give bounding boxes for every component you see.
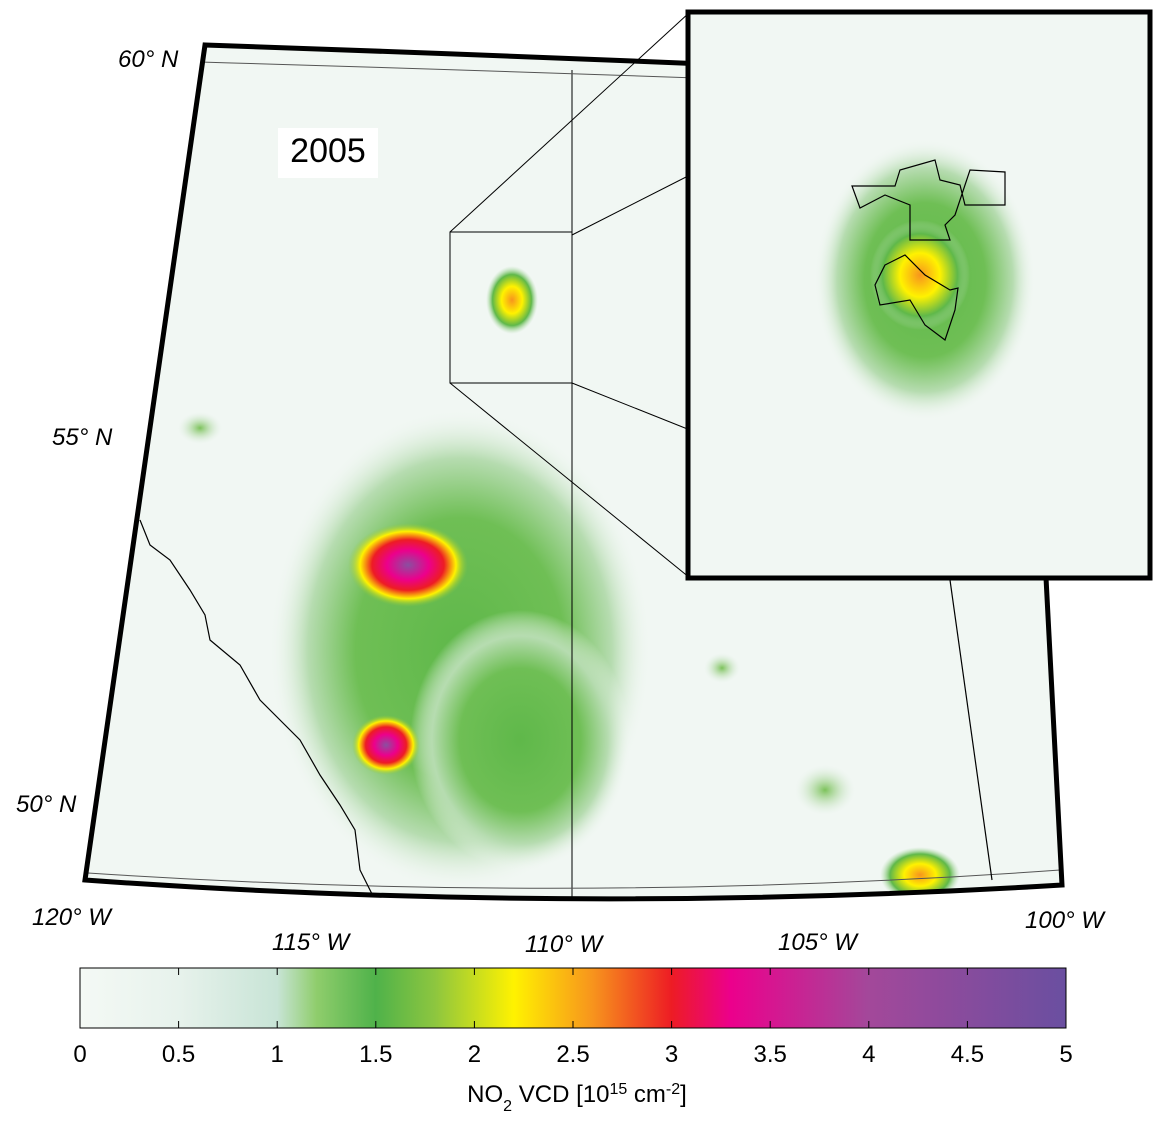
longitude-label: 120° W — [32, 904, 113, 931]
colorbar-bar — [80, 968, 1066, 1028]
tick-label: 4.5 — [951, 1041, 984, 1068]
label-part: 15 — [609, 1081, 627, 1098]
longitude-label: 105° W — [778, 929, 859, 956]
colorbar-label: NO2 VCD [1015 cm-2] — [467, 1081, 687, 1115]
tick-label: 3.5 — [754, 1041, 787, 1068]
longitude-label: 110° W — [525, 931, 605, 958]
label-part: NO — [467, 1081, 503, 1108]
inset-map — [688, 12, 1150, 578]
label-part: ] — [680, 1081, 687, 1108]
label-part: cm — [627, 1081, 666, 1108]
tick-label: 2 — [468, 1041, 481, 1068]
latitude-label: 55° N — [52, 424, 113, 451]
label-part: 2 — [503, 1098, 512, 1115]
latitude-label: 60° N — [118, 46, 179, 73]
tick-label: 2.5 — [556, 1041, 589, 1068]
year-label: 2005 — [290, 132, 366, 170]
tick-label: 4 — [862, 1041, 875, 1068]
tick-label: 5 — [1059, 1041, 1072, 1068]
tick-label: 0 — [73, 1041, 86, 1068]
label-part: -2 — [666, 1081, 680, 1098]
label-part: VCD [10 — [512, 1081, 609, 1108]
tick-label: 0.5 — [162, 1041, 195, 1068]
longitude-label: 115° W — [272, 929, 352, 956]
longitude-label: 100° W — [1025, 907, 1106, 934]
tick-label: 1.5 — [359, 1041, 392, 1068]
tick-label: 1 — [271, 1041, 284, 1068]
tick-label: 3 — [665, 1041, 678, 1068]
latitude-label: 50° N — [16, 791, 77, 818]
map-figure: 2005 60° N 55° N 50° N 120° W 115° W 110… — [0, 0, 1154, 1122]
